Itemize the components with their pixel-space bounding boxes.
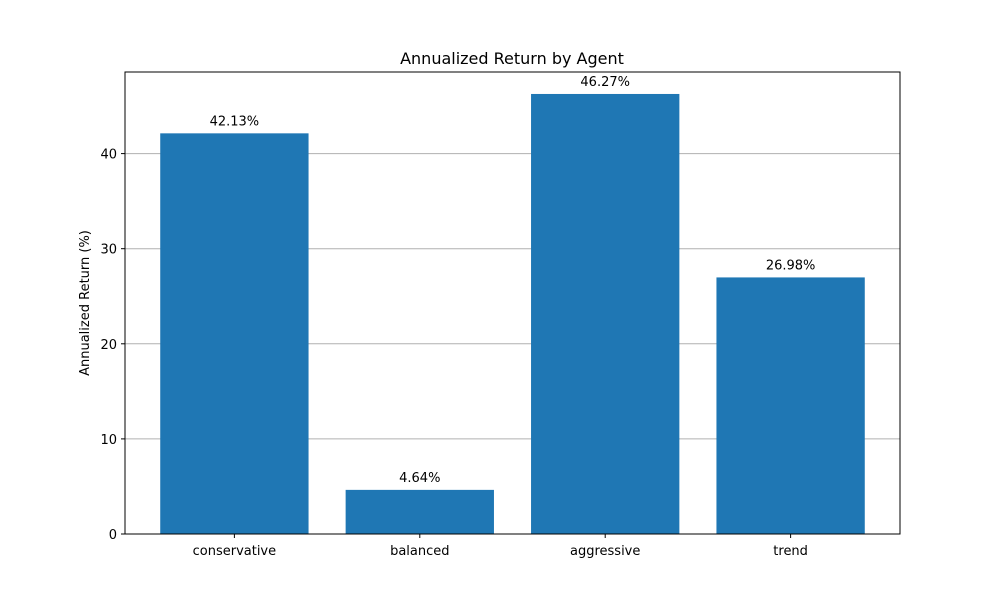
x-tick-label-aggressive: aggressive xyxy=(570,544,640,559)
plot-frame xyxy=(124,71,901,535)
y-tick-label: 10 xyxy=(100,433,117,448)
bar-conservative xyxy=(160,133,309,534)
bars xyxy=(160,93,865,535)
x-axis-ticks: conservative balanced aggressive trend xyxy=(193,534,808,559)
bar-balanced xyxy=(345,489,494,534)
x-tick-label-trend: trend xyxy=(773,544,808,559)
data-label-aggressive: 46.27% xyxy=(580,75,630,90)
y-tick-label: 0 xyxy=(109,528,117,543)
x-tick-label-balanced: balanced xyxy=(390,544,449,559)
data-label-balanced: 4.64% xyxy=(399,471,440,486)
data-labels: 42.13% 4.64% 46.27% 26.98% xyxy=(210,75,816,486)
data-label-trend: 26.98% xyxy=(766,258,816,273)
data-label-conservative: 42.13% xyxy=(210,114,260,129)
chart-title: Annualized Return by Agent xyxy=(400,49,624,68)
y-tick-label: 30 xyxy=(100,243,117,258)
bar-trend xyxy=(716,277,865,534)
y-tick-label: 20 xyxy=(100,338,117,353)
y-axis-ticks: 0 10 20 30 40 xyxy=(100,148,125,543)
x-tick-label-conservative: conservative xyxy=(193,544,277,559)
y-axis-label: Annualized Return (%) xyxy=(78,230,93,376)
y-tick-label: 40 xyxy=(100,148,117,163)
bar-aggressive xyxy=(531,93,680,535)
